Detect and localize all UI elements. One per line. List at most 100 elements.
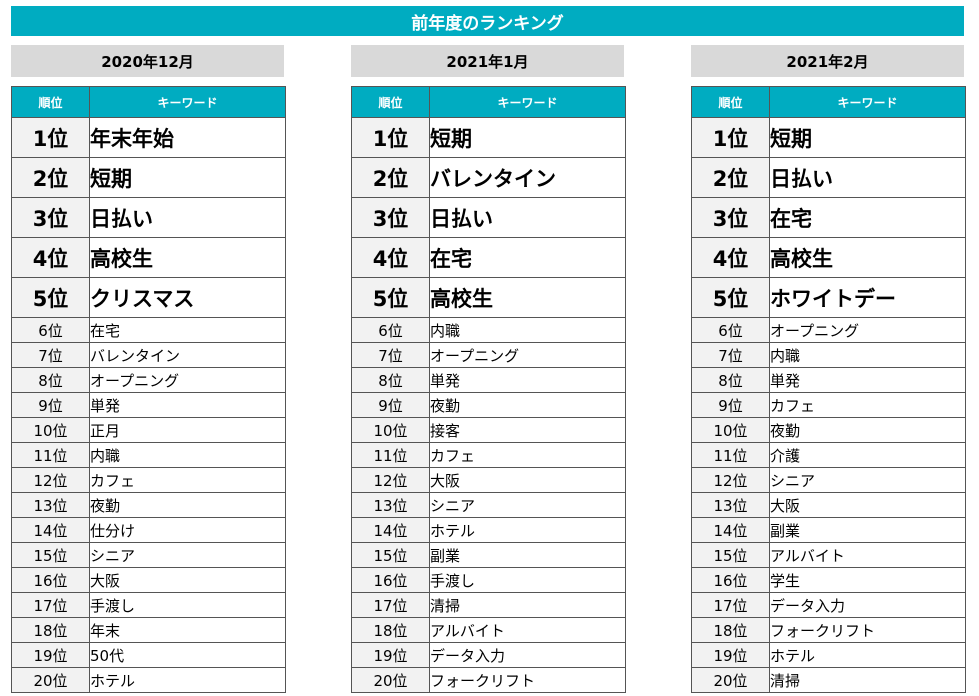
keyword-cell: 高校生	[769, 237, 966, 278]
table-row: 13位 シニア	[351, 492, 626, 518]
keyword-cell: 在宅	[89, 317, 286, 343]
ranking-table: 順位 キーワード 1位 短期 2位 バレンタイン 3位 日払い 4位 在宅 5位 高校生 6位 内職 7位オ…	[351, 86, 626, 693]
table-row: 9位 夜勤	[351, 392, 626, 418]
table-row: 15位 副業	[351, 542, 626, 568]
ranking-table: 順位 キーワード 1位 短期 2位 日払い 3位 在宅 4位 高校生 5位 ホワイトデー 6位 オープニン…	[691, 86, 966, 693]
rank-cell: 19位	[11, 642, 90, 668]
table-row: 18位 アルバイト	[351, 617, 626, 643]
rank-column-header: 順位	[691, 86, 770, 118]
table-header-row: 順位 キーワード	[11, 86, 286, 118]
keyword-cell: 単発	[429, 367, 626, 393]
table-row: 9位 カフェ	[691, 392, 966, 418]
table-row: 17位 清掃	[351, 592, 626, 618]
keyword-cell: 大阪	[429, 467, 626, 493]
table-row: 13位 夜勤	[11, 492, 286, 518]
rank-cell: 20位	[351, 667, 430, 693]
keyword-cell: ホテル	[429, 517, 626, 543]
table-row: 6位 在宅	[11, 317, 286, 343]
table-row: 18位 フォークリフト	[691, 617, 966, 643]
keyword-cell: 高校生	[89, 237, 286, 278]
rank-cell: 1位	[351, 117, 430, 158]
rank-cell: 8位	[691, 367, 770, 393]
rank-cell: 5位	[351, 277, 430, 318]
keyword-cell: フォークリフト	[769, 617, 966, 643]
table-row: 7位 バレンタイン	[11, 342, 286, 368]
table-row: 11位 介護	[691, 442, 966, 468]
keyword-cell: オープニング	[429, 342, 626, 368]
rank-cell: 19位	[351, 642, 430, 668]
table-row: 18位 年末	[11, 617, 286, 643]
keyword-cell: シニア	[769, 467, 966, 493]
page-title-banner: 前年度のランキング	[11, 6, 964, 36]
table-row: 19位 ホテル	[691, 642, 966, 668]
table-row: 17位 手渡し	[11, 592, 286, 618]
keyword-cell: 日払い	[429, 197, 626, 238]
table-row: 4位 高校生	[691, 237, 966, 278]
rank-cell: 13位	[351, 492, 430, 518]
table-row: 8位 オープニング	[11, 367, 286, 393]
table-row: 1位 短期	[691, 117, 966, 158]
keyword-cell: ホテル	[769, 642, 966, 668]
keyword-cell: 清掃	[769, 667, 966, 693]
table-row: 5位 クリスマス	[11, 277, 286, 318]
table-row: 1位 短期	[351, 117, 626, 158]
table-row: 4位 高校生	[11, 237, 286, 278]
table-row: 3位 日払い	[351, 197, 626, 238]
keyword-cell: 夜勤	[769, 417, 966, 443]
keyword-cell: カフェ	[769, 392, 966, 418]
table-row: 17位 データ入力	[691, 592, 966, 618]
keyword-cell: データ入力	[769, 592, 966, 618]
table-row: 5位 高校生	[351, 277, 626, 318]
keyword-cell: 単発	[769, 367, 966, 393]
rank-cell: 9位	[691, 392, 770, 418]
table-row: 4位 在宅	[351, 237, 626, 278]
table-row: 14位 副業	[691, 517, 966, 543]
rank-cell: 5位	[691, 277, 770, 318]
table-row: 11位 内職	[11, 442, 286, 468]
keyword-cell: 短期	[769, 117, 966, 158]
month-header: 2021年1月	[351, 45, 624, 77]
rank-cell: 11位	[11, 442, 90, 468]
keyword-cell: 手渡し	[429, 567, 626, 593]
rank-cell: 11位	[691, 442, 770, 468]
rank-cell: 5位	[11, 277, 90, 318]
rank-cell: 15位	[691, 542, 770, 568]
rank-cell: 16位	[691, 567, 770, 593]
rank-cell: 3位	[691, 197, 770, 238]
table-row: 7位 オープニング	[351, 342, 626, 368]
table-row: 2位 短期	[11, 157, 286, 198]
keyword-column-header: キーワード	[429, 86, 626, 118]
table-row: 5位 ホワイトデー	[691, 277, 966, 318]
rank-cell: 10位	[351, 417, 430, 443]
keyword-cell: シニア	[429, 492, 626, 518]
rank-cell: 2位	[351, 157, 430, 198]
rank-cell: 3位	[11, 197, 90, 238]
keyword-cell: 手渡し	[89, 592, 286, 618]
rank-cell: 12位	[11, 467, 90, 493]
keyword-cell: アルバイト	[769, 542, 966, 568]
keyword-cell: 単発	[89, 392, 286, 418]
rank-cell: 6位	[11, 317, 90, 343]
rank-cell: 9位	[351, 392, 430, 418]
table-row: 20位 フォークリフト	[351, 667, 626, 693]
rank-column-header: 順位	[351, 86, 430, 118]
keyword-cell: 日払い	[89, 197, 286, 238]
keyword-cell: 夜勤	[429, 392, 626, 418]
rank-cell: 17位	[691, 592, 770, 618]
table-row: 3位 日払い	[11, 197, 286, 238]
month-header: 2020年12月	[11, 45, 284, 77]
rank-cell: 20位	[11, 667, 90, 693]
keyword-cell: 学生	[769, 567, 966, 593]
keyword-cell: カフェ	[89, 467, 286, 493]
table-row: 16位 大阪	[11, 567, 286, 593]
rank-cell: 16位	[351, 567, 430, 593]
table-row: 16位 学生	[691, 567, 966, 593]
rank-cell: 4位	[351, 237, 430, 278]
rank-cell: 2位	[691, 157, 770, 198]
keyword-column-header: キーワード	[89, 86, 286, 118]
keyword-cell: ホテル	[89, 667, 286, 693]
keyword-cell: オープニング	[89, 367, 286, 393]
table-row: 3位 在宅	[691, 197, 966, 238]
rank-cell: 18位	[691, 617, 770, 643]
keyword-cell: 大阪	[89, 567, 286, 593]
